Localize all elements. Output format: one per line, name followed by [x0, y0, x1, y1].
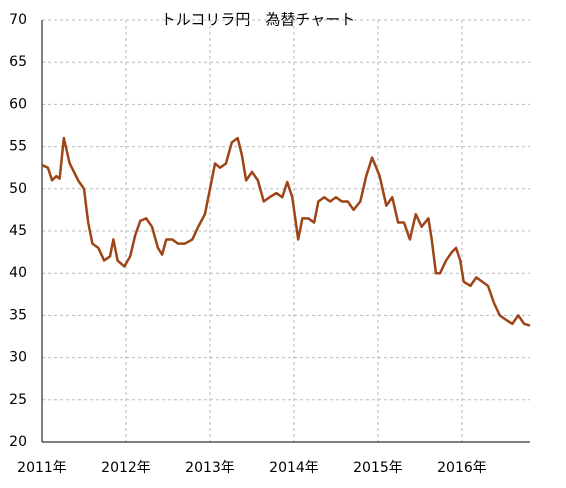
x-tick-label: 2012年 [101, 460, 151, 476]
y-tick-label: 45 [9, 223, 27, 239]
y-tick-label: 20 [9, 434, 27, 450]
x-tick-label: 2015年 [353, 460, 403, 476]
x-tick-label: 2016年 [437, 460, 487, 476]
y-tick-label: 50 [9, 181, 27, 197]
x-tick-label: 2011年 [17, 460, 67, 476]
x-tick-label: 2013年 [185, 460, 235, 476]
x-tick-label: 2014年 [269, 460, 319, 476]
y-tick-label: 25 [9, 392, 27, 408]
y-tick-label: 65 [9, 54, 27, 70]
y-tick-label: 60 [9, 96, 27, 112]
line-series [41, 136, 531, 327]
y-tick-label: 55 [9, 139, 27, 155]
y-tick-label: 35 [9, 307, 27, 323]
y-tick-label: 30 [9, 350, 27, 366]
y-tick-label: 70 [9, 12, 27, 28]
y-tick-label: 40 [9, 265, 27, 281]
